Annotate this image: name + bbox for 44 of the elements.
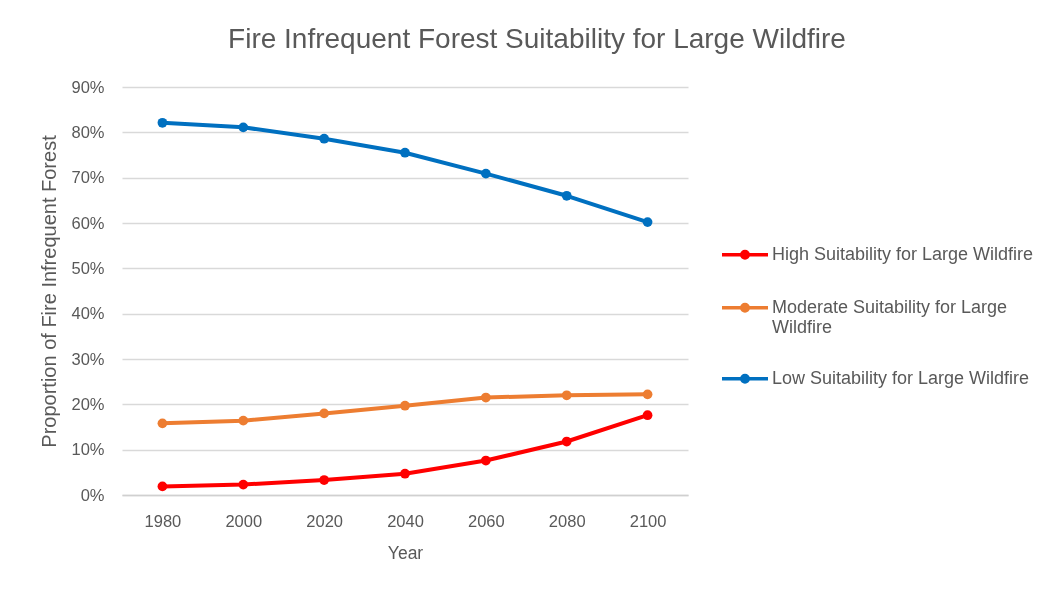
point — [642, 389, 653, 400]
point — [157, 481, 168, 492]
point — [238, 479, 249, 490]
legend-label: Moderate Suitability for Large Wildfire — [772, 296, 1008, 337]
y-tick-label: 30% — [71, 349, 105, 368]
point — [238, 122, 249, 133]
x-tick-label: 2060 — [468, 511, 505, 530]
x-tick-label: 2080 — [548, 511, 586, 530]
x-tick-label: 2020 — [306, 511, 343, 530]
point — [642, 410, 653, 421]
x-tick-label: 2100 — [629, 511, 667, 530]
x-tick-label: 2000 — [225, 511, 263, 530]
point — [157, 418, 168, 429]
y-tick-label: 0% — [80, 485, 105, 504]
point — [400, 400, 410, 411]
point — [319, 408, 330, 419]
point — [642, 217, 653, 227]
point — [400, 468, 410, 479]
y-axis-title: Proportion of Fire Infrequent Forest — [38, 134, 61, 448]
x-tick-label: 2040 — [387, 511, 424, 530]
point — [561, 390, 572, 401]
point — [319, 133, 330, 144]
point — [561, 190, 572, 201]
y-tick-label: 70% — [71, 168, 105, 187]
y-tick-label: 60% — [71, 213, 105, 232]
legend-label: High Suitability for Large Wildfire — [772, 243, 1034, 264]
point — [157, 117, 168, 128]
y-tick-label: 90% — [71, 77, 105, 96]
point — [561, 436, 572, 447]
point — [319, 475, 330, 485]
point — [238, 415, 249, 426]
y-tick-label: 50% — [71, 258, 105, 277]
y-tick-label: 20% — [71, 394, 105, 413]
y-tick-label: 80% — [71, 122, 105, 141]
chart-title: Fire Infrequent Forest Suitability for Large Wildfire — [228, 23, 846, 54]
legend-label: Low Suitability for Large Wildfire — [772, 367, 1030, 388]
y-tick-label: 10% — [71, 440, 105, 459]
x-axis-title: Year — [387, 543, 424, 563]
x-tick-label: 1980 — [144, 511, 182, 530]
point — [480, 455, 491, 466]
point — [480, 168, 491, 179]
point — [480, 392, 491, 403]
point — [400, 147, 410, 158]
y-tick-label: 40% — [71, 304, 105, 323]
